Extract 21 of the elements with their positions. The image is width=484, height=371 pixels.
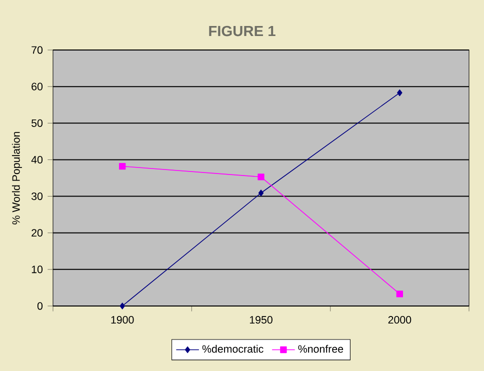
point xyxy=(258,190,264,196)
point xyxy=(258,174,264,180)
point xyxy=(119,162,126,170)
y-tick-label: 10 xyxy=(32,266,43,274)
x-tick-label: 1950 xyxy=(250,316,272,324)
y-tick-label: 40 xyxy=(31,156,43,164)
legend-label: %democratic xyxy=(202,344,264,353)
y-tick-label: 30 xyxy=(31,192,43,200)
y-tick-label: 0 xyxy=(37,302,43,310)
y-tick-label: 50 xyxy=(32,119,43,127)
chart-title: FIGURE 1 xyxy=(209,26,276,36)
y-tick-label: 70 xyxy=(32,46,43,54)
y-tick-label: 20 xyxy=(32,229,43,237)
point xyxy=(397,89,402,96)
point xyxy=(120,302,125,310)
x-tick-label: 2000 xyxy=(388,316,412,324)
point xyxy=(396,290,404,298)
y-tick-label: 60 xyxy=(32,82,43,90)
legend-label: %nonfree xyxy=(298,344,344,353)
x-tick-label: 1900 xyxy=(111,316,134,324)
y-axis-title: % World Population xyxy=(12,132,22,224)
